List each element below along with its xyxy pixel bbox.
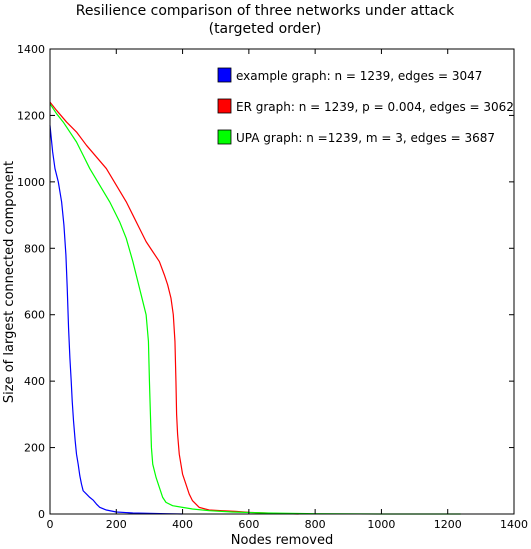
x-tick-label: 1200 [434,518,462,531]
x-axis-label: Nodes removed [231,533,333,548]
x-tick-label: 1400 [500,518,528,531]
x-tick-label: 1000 [367,518,395,531]
legend-swatch-1 [217,67,232,83]
y-tick-label: 800 [24,242,45,255]
y-tick-label: 400 [24,375,45,388]
legend-swatch-3 [217,129,232,145]
x-tick-label: 800 [305,518,326,531]
y-tick-label: 1200 [17,109,45,122]
series-line-1 [49,125,183,515]
plot-frame [49,48,515,515]
series-layer [49,101,461,515]
x-tick-label: 200 [106,518,127,531]
chart-subtitle: (targeted order) [209,21,322,37]
y-tick-label: 0 [38,508,45,521]
x-tick-label: 600 [238,518,259,531]
series-line-3 [49,103,461,515]
plot-area [49,48,515,515]
y-axis-label: Size of largest connected component [2,161,17,403]
legend-swatch-2 [217,98,232,114]
legend-label-3: UPA graph: n =1239, m = 3, edges = 3687 [236,131,495,145]
x-tick-label: 400 [172,518,193,531]
legend-label-2: ER graph: n = 1239, p = 0.004, edges = 3… [236,100,514,114]
y-axis-ticks: 0 200 400 600 800 1000 1200 1400 [17,43,514,521]
y-tick-label: 600 [24,309,45,322]
x-tick-label: 0 [47,518,54,531]
y-tick-label: 1000 [17,176,45,189]
x-axis-ticks: 0 200 400 600 800 1000 1200 1400 [47,49,528,531]
legend-label-1: example graph: n = 1239, edges = 3047 [236,69,482,83]
chart-title: Resilience comparison of three networks … [76,3,455,19]
y-tick-label: 200 [24,442,45,455]
series-line-2 [49,101,299,515]
legend: example graph: n = 1239, edges = 3047 ER … [217,67,514,145]
y-tick-label: 1400 [17,43,45,56]
